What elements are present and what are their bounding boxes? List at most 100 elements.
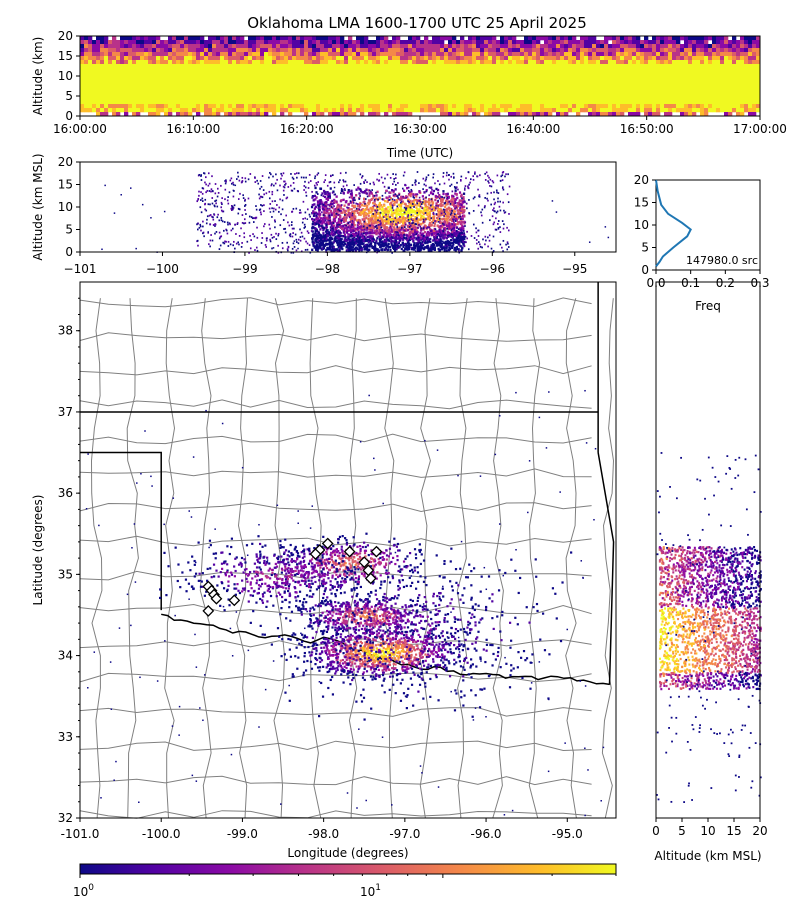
density-cell (200, 92, 204, 96)
density-cell (356, 60, 360, 64)
density-cell (568, 84, 572, 88)
density-cell (704, 100, 708, 104)
density-cell (720, 80, 724, 84)
density-cell (140, 40, 144, 44)
density-cell (340, 40, 344, 44)
density-cell (292, 88, 296, 92)
density-cell (712, 36, 716, 40)
density-cell (384, 40, 388, 44)
density-cell (268, 100, 272, 104)
density-cell (672, 68, 676, 72)
density-cell (476, 96, 480, 100)
density-cell (508, 40, 512, 44)
density-cell (312, 100, 316, 104)
density-cell (376, 60, 380, 64)
density-cell (387, 249, 389, 251)
density-cell (144, 56, 148, 60)
density-cell (312, 84, 316, 88)
density-cell (600, 108, 604, 112)
density-cell (343, 231, 345, 233)
density-cell (688, 40, 692, 44)
density-cell (212, 36, 216, 40)
density-cell (416, 84, 420, 88)
density-cell (384, 100, 388, 104)
density-cell (508, 80, 512, 84)
density-cell (476, 104, 480, 108)
density-cell (272, 72, 276, 76)
density-cell (616, 96, 620, 100)
density-cell (320, 56, 324, 60)
density-cell (472, 56, 476, 60)
density-cell (436, 68, 440, 72)
density-cell (544, 100, 548, 104)
density-cell (260, 104, 264, 108)
density-cell (324, 88, 328, 92)
density-cell (124, 88, 128, 92)
density-cell (684, 64, 688, 68)
density-cell (100, 40, 104, 44)
density-cell (424, 44, 428, 48)
density-cell (612, 96, 616, 100)
density-cell (404, 92, 408, 96)
density-cell (208, 84, 212, 88)
density-cell (336, 48, 340, 52)
density-cell (508, 96, 512, 100)
density-cell (288, 72, 292, 76)
density-cell (564, 48, 568, 52)
density-cell (588, 36, 592, 40)
density-cell (384, 48, 388, 52)
density-cell (192, 44, 196, 48)
density-cell (572, 48, 576, 52)
density-cell (456, 76, 460, 80)
density-cell (216, 64, 220, 68)
density-cell (348, 64, 352, 68)
density-cell (220, 48, 224, 52)
density-cell (96, 92, 100, 96)
density-cell (704, 104, 708, 108)
density-cell (524, 36, 528, 40)
density-cell (260, 40, 264, 44)
density-cell (416, 108, 420, 112)
density-cell (236, 96, 240, 100)
density-cell (692, 36, 696, 40)
density-cell (700, 56, 704, 60)
density-cell (676, 68, 680, 72)
density-cell (544, 80, 548, 84)
density-cell (752, 36, 756, 40)
density-cell (136, 108, 140, 112)
density-cell (160, 92, 164, 96)
density-cell (476, 64, 480, 68)
density-cell (112, 40, 116, 44)
density-cell (688, 104, 692, 108)
density-cell (524, 104, 528, 108)
density-cell (600, 104, 604, 108)
density-cell (692, 44, 696, 48)
density-cell (216, 92, 220, 96)
density-cell (320, 72, 324, 76)
density-cell (148, 92, 152, 96)
density-cell (572, 100, 576, 104)
density-cell (433, 215, 435, 217)
density-cell (488, 56, 492, 60)
density-cell (304, 84, 308, 88)
density-cell (248, 100, 252, 104)
density-cell (752, 92, 756, 96)
density-cell (712, 52, 716, 56)
density-cell (352, 76, 356, 80)
density-cell (428, 84, 432, 88)
density-cell (256, 64, 260, 68)
density-cell (132, 96, 136, 100)
density-cell (80, 76, 84, 80)
density-cell (496, 40, 500, 44)
density-cell (136, 60, 140, 64)
density-cell (488, 72, 492, 76)
density-cell (748, 88, 752, 92)
density-cell (112, 72, 116, 76)
density-cell (604, 84, 608, 88)
density-cell (484, 44, 488, 48)
density-cell (300, 92, 304, 96)
density-cell (500, 36, 504, 40)
density-cell (152, 60, 156, 64)
density-cell (376, 76, 380, 80)
density-cell (508, 68, 512, 72)
